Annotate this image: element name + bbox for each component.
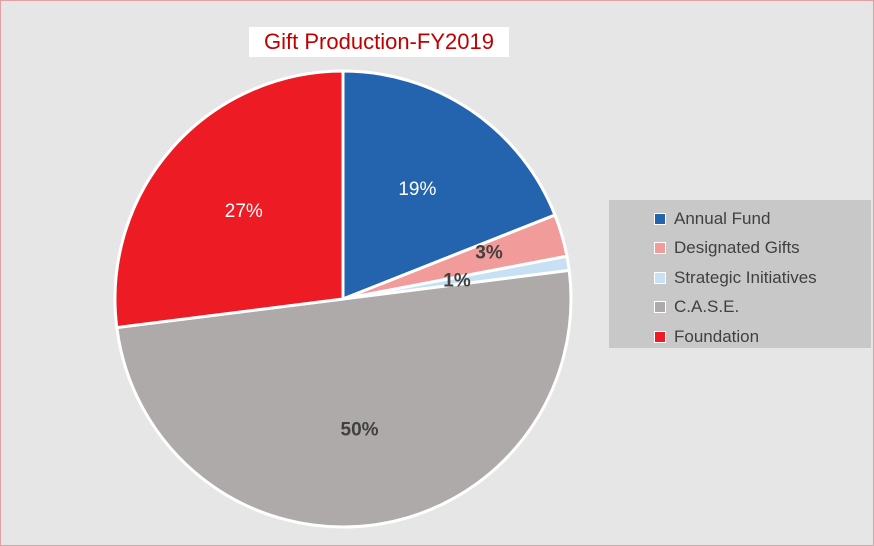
slice-label-annual-fund: 19% <box>398 179 436 200</box>
legend-swatch <box>654 212 666 225</box>
pie-slice-annual-fund <box>341 69 557 302</box>
legend-label: Strategic Initiatives <box>674 267 817 287</box>
legend-item-annual-fund: Annual Fund <box>609 204 871 234</box>
slice-label-c-a-s-e: 50% <box>341 420 379 441</box>
slice-label-foundation: 27% <box>225 201 263 222</box>
chart-title: Gift Production-FY2019 <box>249 27 509 57</box>
legend-swatch <box>654 330 666 343</box>
legend: Annual Fund Designated Gifts Strategic Ini… <box>609 200 871 348</box>
slice-label-designated-gifts: 3% <box>475 243 503 264</box>
legend-swatch <box>654 242 666 255</box>
legend-label: Foundation <box>674 326 760 346</box>
slice-label-strategic-initiatives: 1% <box>443 271 471 292</box>
legend-label: Designated Gifts <box>674 238 800 258</box>
legend-label: C.A.S.E. <box>674 297 740 317</box>
legend-label: Annual Fund <box>674 208 771 228</box>
legend-item-strategic-initiatives: Strategic Initiatives <box>609 263 871 293</box>
pie-slice-foundation <box>113 69 345 330</box>
legend-swatch <box>654 301 666 314</box>
legend-item-c-a-s-e: C.A.S.E. <box>609 293 871 323</box>
legend-swatch <box>654 271 666 284</box>
legend-item-designated-gifts: Designated Gifts <box>609 234 871 264</box>
legend-item-foundation: Foundation <box>609 322 871 352</box>
pie-slice-c-a-s-e <box>115 268 573 529</box>
